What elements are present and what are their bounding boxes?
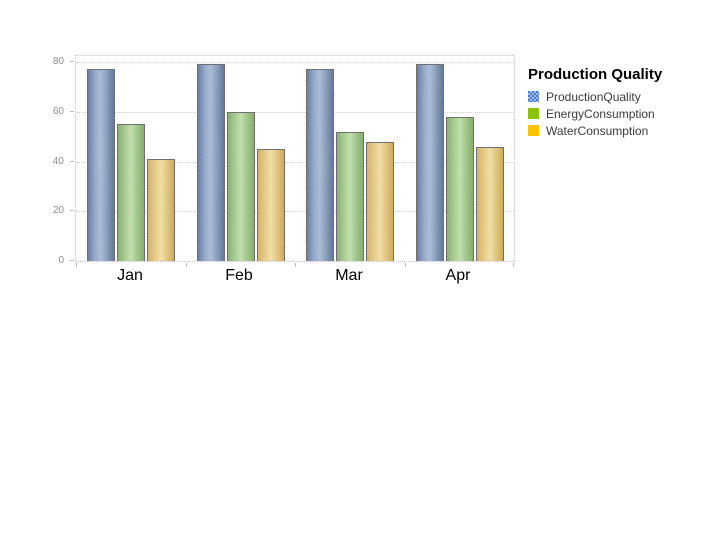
legend-label-ProductionQuality: ProductionQuality [546,89,641,104]
legend-item-WaterConsumption: WaterConsumption [528,123,662,138]
bar-EnergyConsumption-Feb [227,112,255,261]
legend-label-WaterConsumption: WaterConsumption [546,123,649,138]
x-category-label-Jan: Jan [117,267,143,284]
y-tick-80 [70,61,74,62]
x-category-label-Mar: Mar [335,267,363,284]
gridline-60 [76,111,514,113]
legend-items: ProductionQuality EnergyConsumption WaterC… [528,89,662,138]
y-tick-20 [70,210,74,212]
bar-ProductionQuality-Mar [306,69,334,261]
y-tick-label-80: 80 [52,56,64,67]
legend: Production Quality ProductionQuality Ener… [528,66,662,141]
y-tick-0 [70,260,74,261]
y-tick-40 [70,160,74,162]
y-tick-60 [70,110,74,112]
bar-ProductionQuality-Apr [416,64,444,261]
legend-swatch-ProductionQuality [528,91,539,102]
bar-WaterConsumption-Apr [476,147,504,261]
legend-swatch-WaterConsumption [528,125,539,136]
y-tick-label-40: 40 [52,155,64,167]
x-axis: Jan Feb Mar Apr [75,267,515,291]
x-axis-tick [186,263,187,267]
x-category-label-Feb: Feb [225,267,253,284]
bar-EnergyConsumption-Mar [336,132,364,261]
bar-WaterConsumption-Jan [147,159,175,261]
gridline-80 [76,62,514,63]
x-axis-tick [295,263,296,267]
y-tick-label-0: 0 [58,255,64,266]
bar-EnergyConsumption-Apr [446,117,474,261]
bar-WaterConsumption-Mar [366,142,394,261]
x-axis-tick [76,263,77,267]
bar-ProductionQuality-Feb [197,64,225,261]
y-tick-label-60: 60 [52,105,64,117]
bar-WaterConsumption-Feb [257,149,285,261]
y-tick-label-20: 20 [52,205,64,217]
gridline-20 [76,211,514,213]
gridline-40 [76,161,514,163]
plot-area [75,55,515,267]
bar-EnergyConsumption-Jan [117,124,145,261]
x-axis-tick [513,263,514,267]
legend-label-EnergyConsumption: EnergyConsumption [546,106,655,121]
bar-ProductionQuality-Jan [87,69,115,261]
legend-item-EnergyConsumption: EnergyConsumption [528,106,662,121]
x-axis-tick [405,263,406,267]
legend-swatch-EnergyConsumption [528,108,539,119]
legend-title: Production Quality [528,66,663,83]
legend-item-ProductionQuality: ProductionQuality [528,89,662,104]
y-axis: 0 20 40 60 80 [30,55,75,266]
x-category-label-Apr: Apr [445,267,471,284]
